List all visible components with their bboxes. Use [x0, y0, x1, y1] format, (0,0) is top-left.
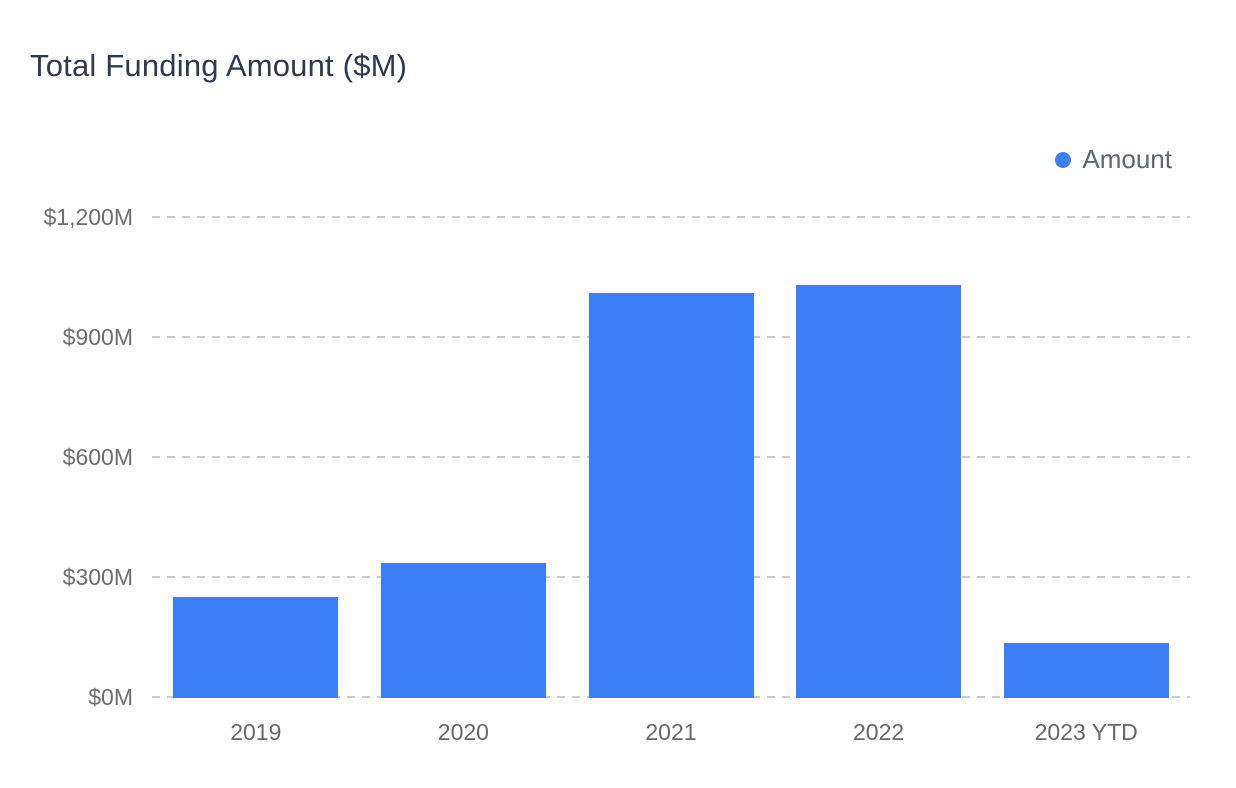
- bar-2019[interactable]: [173, 597, 339, 698]
- y-axis-tick-label: $0M: [88, 684, 133, 710]
- x-axis-tick-label: 2023 YTD: [1034, 719, 1138, 745]
- bar-2020[interactable]: [380, 563, 546, 698]
- bar-2021[interactable]: [588, 293, 754, 698]
- legend-item-amount[interactable]: Amount: [1055, 144, 1172, 175]
- legend-label: Amount: [1082, 144, 1172, 174]
- x-axis-tick-label: 2020: [437, 719, 489, 745]
- y-axis-tick-label: $600M: [62, 444, 133, 470]
- x-axis-tick-label: 2019: [230, 719, 282, 745]
- x-axis-tick-label: 2021: [645, 719, 697, 745]
- y-axis-tick-label: $900M: [62, 324, 133, 350]
- chart-title: Total Funding Amount ($M): [30, 48, 408, 83]
- y-axis-tick-label: $1,200M: [43, 204, 133, 230]
- bar-2023-ytd[interactable]: [1003, 643, 1169, 698]
- x-axis-tick-label: 2022: [853, 719, 905, 745]
- bar-2022[interactable]: [796, 285, 962, 698]
- legend-dot-icon: [1055, 151, 1072, 168]
- y-axis-tick-label: $300M: [62, 564, 133, 590]
- gridline: [152, 216, 1190, 218]
